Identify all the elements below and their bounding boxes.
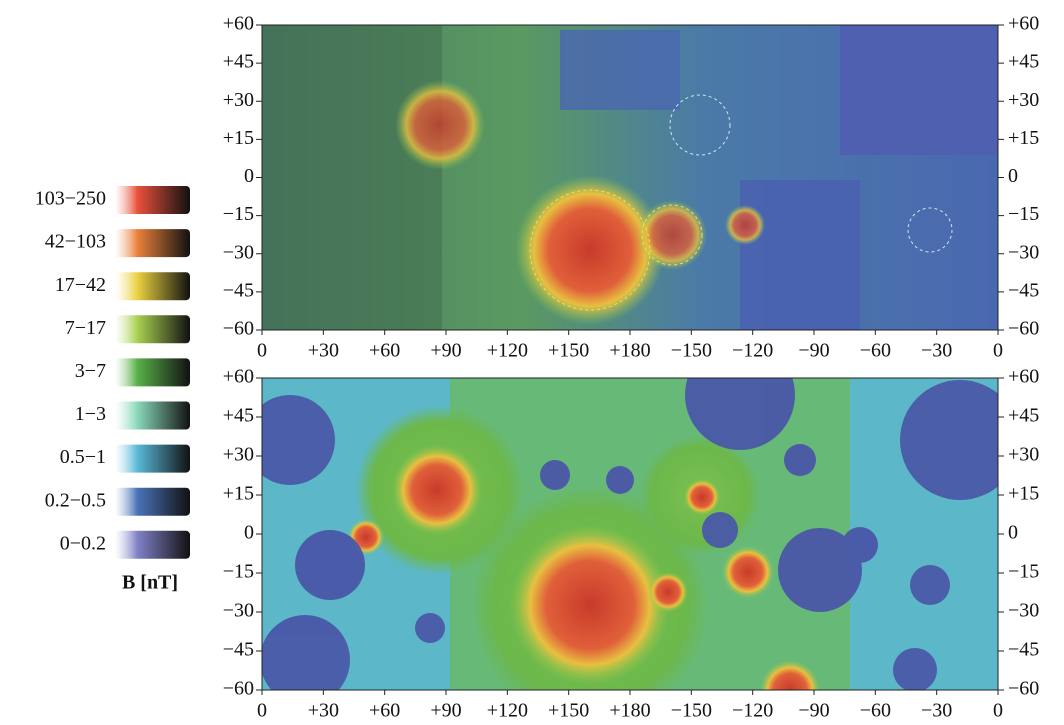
lat-label: 0 bbox=[1008, 165, 1018, 187]
lat-label: +60 bbox=[223, 366, 254, 388]
legend-label: 17−42 bbox=[55, 274, 106, 296]
lat-label: −15 bbox=[223, 561, 254, 583]
legend-label: 103−250 bbox=[35, 188, 106, 210]
legend-label: 42−103 bbox=[45, 231, 106, 253]
lat-label: +60 bbox=[1008, 366, 1039, 388]
lon-label: +150 bbox=[548, 340, 589, 362]
lon-label: 0 bbox=[993, 700, 1003, 722]
lon-label: +30 bbox=[308, 340, 339, 362]
lat-label: −30 bbox=[223, 241, 254, 263]
lat-label: −15 bbox=[1008, 561, 1039, 583]
legend-swatch bbox=[115, 445, 190, 473]
lat-label: +30 bbox=[223, 89, 254, 111]
lat-label: +30 bbox=[223, 444, 254, 466]
lat-label: 0 bbox=[244, 522, 254, 544]
lat-label: −30 bbox=[223, 600, 254, 622]
lon-label: +180 bbox=[609, 340, 650, 362]
lat-label: −60 bbox=[1008, 318, 1039, 340]
lon-label: +120 bbox=[487, 340, 528, 362]
figure: B [nT] 103−250 42−103 17−42 7−17 3−7 1−3 0.5−1… bbox=[0, 0, 1064, 725]
lat-label: +30 bbox=[1008, 444, 1039, 466]
legend-swatch bbox=[115, 358, 190, 386]
map-top bbox=[262, 25, 1000, 330]
lat-label: 0 bbox=[1008, 522, 1018, 544]
lat-label: −30 bbox=[1008, 600, 1039, 622]
lat-label: −15 bbox=[1008, 203, 1039, 225]
lon-label: −30 bbox=[921, 700, 952, 722]
legend-label: 7−17 bbox=[65, 317, 106, 339]
lon-label: −120 bbox=[732, 700, 773, 722]
legend-label: 1−3 bbox=[75, 403, 106, 425]
lon-label: 0 bbox=[257, 340, 267, 362]
lat-label: −60 bbox=[223, 678, 254, 700]
lat-label: +15 bbox=[1008, 483, 1039, 505]
lat-label: −45 bbox=[223, 279, 254, 301]
map-bottom bbox=[245, 340, 1020, 725]
legend-swatch bbox=[115, 272, 190, 300]
lat-label: −60 bbox=[223, 318, 254, 340]
lat-label: +30 bbox=[1008, 89, 1039, 111]
lat-label: +60 bbox=[223, 13, 254, 35]
lon-label: +60 bbox=[369, 700, 400, 722]
lat-label: +45 bbox=[1008, 51, 1039, 73]
legend-swatch bbox=[115, 531, 190, 559]
lon-label: 0 bbox=[993, 340, 1003, 362]
lat-label: −45 bbox=[223, 639, 254, 661]
lon-label: +90 bbox=[430, 700, 461, 722]
lat-label: −45 bbox=[1008, 279, 1039, 301]
lat-label: +45 bbox=[223, 405, 254, 427]
legend-label: 0.5−1 bbox=[60, 446, 106, 468]
legend-title: B [nT] bbox=[122, 572, 178, 594]
lat-label: +15 bbox=[1008, 127, 1039, 149]
legend-swatch bbox=[115, 488, 190, 516]
legend-label: 0.2−0.5 bbox=[45, 489, 106, 511]
lon-label: −60 bbox=[860, 700, 891, 722]
lon-label: −30 bbox=[921, 340, 952, 362]
lon-label: −150 bbox=[671, 340, 712, 362]
lon-label: −90 bbox=[798, 700, 829, 722]
lon-label: +180 bbox=[609, 700, 650, 722]
lat-label: −60 bbox=[1008, 678, 1039, 700]
legend-label: 0−0.2 bbox=[60, 532, 106, 554]
lon-label: 0 bbox=[257, 700, 267, 722]
lon-label: +150 bbox=[548, 700, 589, 722]
lon-label: +90 bbox=[430, 340, 461, 362]
lon-label: −120 bbox=[732, 340, 773, 362]
lon-label: +30 bbox=[308, 700, 339, 722]
legend-label: 3−7 bbox=[75, 360, 106, 382]
lat-label: +60 bbox=[1008, 13, 1039, 35]
lon-label: +60 bbox=[369, 340, 400, 362]
lat-label: +15 bbox=[223, 483, 254, 505]
lon-label: +120 bbox=[487, 700, 528, 722]
legend-swatch bbox=[115, 229, 190, 257]
lat-label: +45 bbox=[1008, 405, 1039, 427]
lon-label: −150 bbox=[671, 700, 712, 722]
legend-swatch bbox=[115, 402, 190, 430]
lat-label: −30 bbox=[1008, 241, 1039, 263]
lat-label: 0 bbox=[244, 165, 254, 187]
lon-label: −90 bbox=[798, 340, 829, 362]
lat-label: −45 bbox=[1008, 639, 1039, 661]
lat-label: +45 bbox=[223, 51, 254, 73]
legend-swatch bbox=[115, 315, 190, 343]
legend-swatch bbox=[115, 186, 190, 214]
lat-label: −15 bbox=[223, 203, 254, 225]
lon-label: −60 bbox=[860, 340, 891, 362]
lat-label: +15 bbox=[223, 127, 254, 149]
